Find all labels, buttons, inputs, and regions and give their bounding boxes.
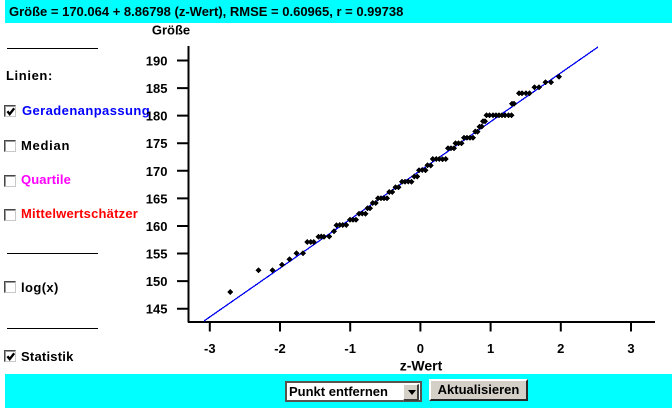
svg-text:-3: -3 <box>204 341 216 356</box>
svg-text:190: 190 <box>146 54 168 69</box>
svg-text:0: 0 <box>417 341 424 356</box>
svg-text:z-Wert: z-Wert <box>400 358 443 374</box>
svg-text:2: 2 <box>557 341 564 356</box>
svg-text:-1: -1 <box>344 341 356 356</box>
svg-text:150: 150 <box>146 274 168 289</box>
svg-text:155: 155 <box>146 247 168 262</box>
svg-text:185: 185 <box>146 81 168 96</box>
svg-text:-2: -2 <box>274 341 286 356</box>
svg-text:170: 170 <box>146 164 168 179</box>
svg-text:Größe: Größe <box>152 23 190 38</box>
svg-text:1: 1 <box>487 341 494 356</box>
svg-text:175: 175 <box>146 136 168 151</box>
svg-text:165: 165 <box>146 192 168 207</box>
svg-text:3: 3 <box>627 341 634 356</box>
svg-text:160: 160 <box>146 219 168 234</box>
svg-text:145: 145 <box>146 302 168 317</box>
svg-text:180: 180 <box>146 109 168 124</box>
